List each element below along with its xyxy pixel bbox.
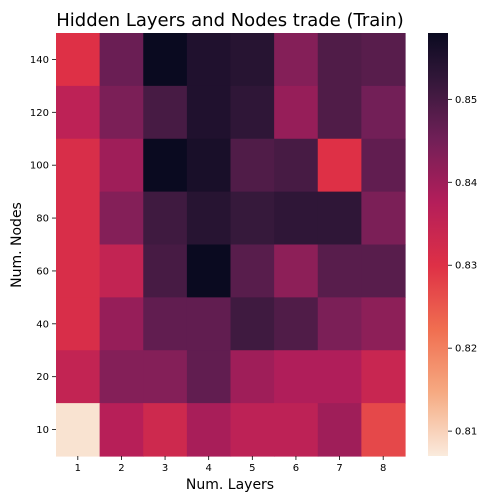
heatmap-cell (230, 33, 275, 87)
heatmap-cell (99, 33, 144, 87)
colorbar-tick-label: 0.82 (455, 344, 477, 355)
y-axis-label: Num. Nodes (9, 202, 25, 288)
heatmap-cell (274, 297, 319, 351)
heatmap-cell (274, 85, 319, 140)
heatmap-cell (317, 350, 362, 404)
colorbar-tick-label: 0.83 (455, 261, 477, 272)
heatmap-cell (361, 244, 406, 298)
heatmap-cell (230, 85, 275, 140)
heatmap-cell (317, 138, 362, 193)
x-tick-label: 5 (249, 463, 255, 474)
heatmap-cell (186, 85, 232, 140)
heatmap-cell (361, 297, 406, 351)
heatmap-cell (361, 403, 406, 457)
x-tick-label: 6 (293, 463, 299, 474)
heatmap-cell (317, 297, 362, 351)
heatmap-cell (143, 403, 188, 457)
heatmap-cell (99, 191, 144, 246)
heatmap-cell (317, 244, 362, 298)
heatmap-cell (317, 403, 362, 457)
heatmap-cells (56, 33, 406, 457)
heatmap-cell (361, 191, 406, 246)
heatmap-cell (230, 403, 275, 457)
heatmap-cell (186, 297, 232, 351)
y-tick-label: 10 (36, 425, 49, 436)
heatmap-cell (274, 33, 319, 87)
heatmap-cell (361, 85, 406, 140)
heatmap-cell (143, 138, 188, 193)
heatmap-cell (143, 244, 188, 298)
heatmap-cell (143, 297, 188, 351)
heatmap-cell (230, 138, 275, 193)
y-axis-ticks: 140 120 100 80 60 40 20 10 (30, 55, 56, 436)
y-tick-label: 80 (36, 214, 49, 225)
x-tick-label: 1 (75, 463, 81, 474)
y-tick-label: 40 (36, 319, 49, 330)
heatmap-cell (186, 33, 232, 87)
y-tick-label: 120 (30, 108, 49, 119)
heatmap-cell (186, 403, 232, 457)
heatmap-cell (143, 85, 188, 140)
heatmap-cell (186, 191, 232, 246)
heatmap-cell (361, 138, 406, 193)
heatmap-cell (56, 33, 101, 87)
heatmap-cell (186, 244, 232, 298)
y-tick-label: 100 (30, 161, 49, 172)
colorbar (428, 33, 448, 456)
heatmap-cell (99, 244, 144, 298)
heatmap-cell (274, 138, 319, 193)
x-tick-label: 4 (206, 463, 212, 474)
heatmap-cell (274, 350, 319, 404)
heatmap-cell (99, 350, 144, 404)
heatmap-cell (56, 191, 101, 246)
colorbar-tick-label: 0.81 (455, 427, 477, 438)
heatmap-cell (143, 350, 188, 404)
heatmap-cell (56, 297, 101, 351)
x-tick-label: 8 (380, 463, 386, 474)
heatmap-cell (230, 297, 275, 351)
y-tick-label: 140 (30, 55, 49, 66)
x-tick-label: 3 (162, 463, 168, 474)
heatmap-cell (274, 191, 319, 246)
heatmap-cell (56, 403, 101, 457)
x-axis-label: Num. Layers (186, 477, 274, 493)
x-axis-ticks: 1 2 3 4 5 6 7 8 (75, 456, 386, 474)
colorbar-tick-label: 0.84 (455, 178, 477, 189)
heatmap-cell (56, 85, 101, 140)
x-tick-label: 2 (118, 463, 124, 474)
chart-title: Hidden Layers and Nodes trade (Train) (56, 10, 403, 31)
heatmap-cell (361, 33, 406, 87)
heatmap-cell (317, 33, 362, 87)
x-tick-label: 7 (336, 463, 342, 474)
colorbar-tick-label: 0.85 (455, 95, 477, 106)
heatmap-cell (317, 191, 362, 246)
colorbar-ticks: 0.81 0.82 0.83 0.84 0.85 (448, 95, 477, 438)
heatmap-cell (274, 403, 319, 457)
heatmap-cell (56, 350, 101, 404)
heatmap-cell (317, 85, 362, 140)
heatmap-cell (143, 33, 188, 87)
heatmap-cell (230, 244, 275, 298)
heatmap-cell (186, 350, 232, 404)
heatmap-cell (99, 138, 144, 193)
heatmap-cell (56, 138, 101, 193)
heatmap-cell (99, 297, 144, 351)
heatmap-cell (230, 191, 275, 246)
heatmap-cell (274, 244, 319, 298)
heatmap-cell (99, 85, 144, 140)
heatmap-cell (143, 191, 188, 246)
heatmap-cell (56, 244, 101, 298)
y-tick-label: 60 (36, 266, 49, 277)
heatmap-cell (361, 350, 406, 404)
heatmap-cell (186, 138, 232, 193)
heatmap-cell (99, 403, 144, 457)
y-tick-label: 20 (36, 372, 49, 383)
heatmap-cell (230, 350, 275, 404)
